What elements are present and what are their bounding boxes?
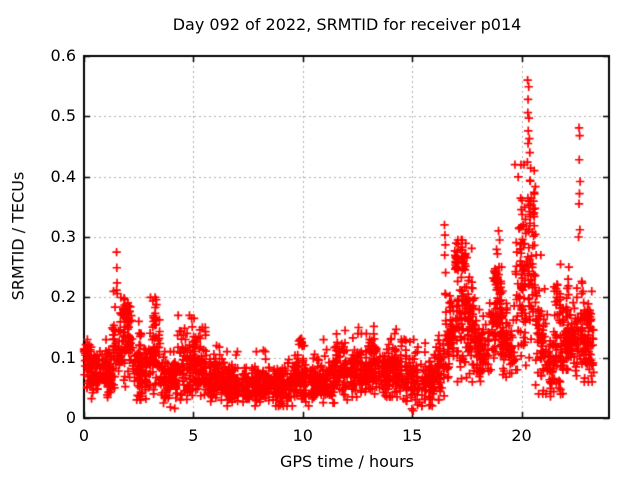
y-tick-label: 0.3 <box>50 227 76 246</box>
y-tick-label: 0.6 <box>50 46 76 65</box>
y-tick-label: 0.4 <box>50 166 76 186</box>
y-tick-label: 0 <box>65 408 76 427</box>
y-tick-label: 0.2 <box>50 287 76 307</box>
x-tick-label: 20 <box>511 426 532 445</box>
x-tick-label: 0 <box>78 426 90 445</box>
y-tick-label: 0.5 <box>50 106 76 126</box>
y-tick-label: 0.1 <box>50 347 76 367</box>
x-axis-label: GPS time / hours <box>280 452 414 471</box>
x-tick-label: 15 <box>401 426 423 445</box>
x-tick-label: 5 <box>188 426 199 445</box>
x-tick-label: 10 <box>292 426 313 445</box>
chart-title: Day 092 of 2022, SRMTID for receiver p01… <box>172 15 522 34</box>
